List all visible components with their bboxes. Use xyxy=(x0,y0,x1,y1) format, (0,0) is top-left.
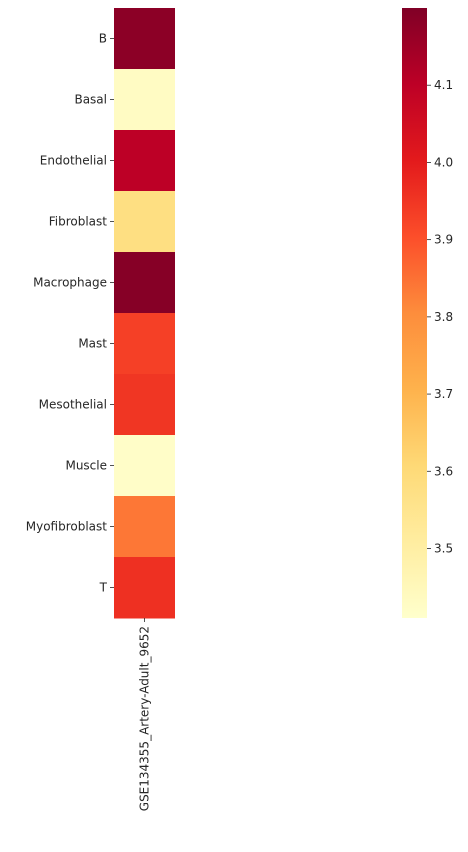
column-labels: GSE134355_Artery-Adult_9652 xyxy=(138,618,152,811)
heatmap-cell xyxy=(114,313,175,375)
colorbar-tick-label: 4.0 xyxy=(434,155,453,169)
colorbar-tick-label: 3.7 xyxy=(434,387,453,401)
heatmap-cell xyxy=(114,8,175,70)
colorbar-tick-label: 3.6 xyxy=(434,464,453,478)
row-label: Muscle xyxy=(65,459,107,473)
colorbar xyxy=(402,8,427,618)
heatmap-cell xyxy=(114,69,175,131)
heatmap-cell xyxy=(114,374,175,436)
heatmap-cell xyxy=(114,191,175,253)
heatmap-cell xyxy=(114,496,175,558)
heatmap-cell xyxy=(114,252,175,314)
row-label: Myofibroblast xyxy=(26,520,108,534)
colorbar-ticks: 3.5 3.6 3.7 3.8 3.9 4.0 4.1 xyxy=(427,78,453,556)
row-label: Macrophage xyxy=(33,276,107,290)
row-label: Endothelial xyxy=(40,154,107,168)
heatmap-cell xyxy=(114,435,175,497)
heatmap-cells xyxy=(114,8,175,619)
row-label: Fibroblast xyxy=(49,215,108,229)
row-labels: B Basal Endothelial Fibroblast Macrophage Mas… xyxy=(26,32,114,595)
row-label: Mast xyxy=(78,337,107,351)
heatmap-cell xyxy=(114,130,175,192)
colorbar-tick-label: 3.5 xyxy=(434,542,453,556)
heatmap-cell xyxy=(114,557,175,619)
colorbar-tick-label: 4.1 xyxy=(434,78,453,92)
colorbar-tick-label: 3.9 xyxy=(434,233,453,247)
row-label: B xyxy=(99,32,107,46)
column-label: GSE134355_Artery-Adult_9652 xyxy=(138,626,152,811)
row-label: Basal xyxy=(74,93,107,107)
row-label: Mesothelial xyxy=(39,398,107,412)
row-label: T xyxy=(99,581,108,595)
colorbar-tick-label: 3.8 xyxy=(434,310,453,324)
